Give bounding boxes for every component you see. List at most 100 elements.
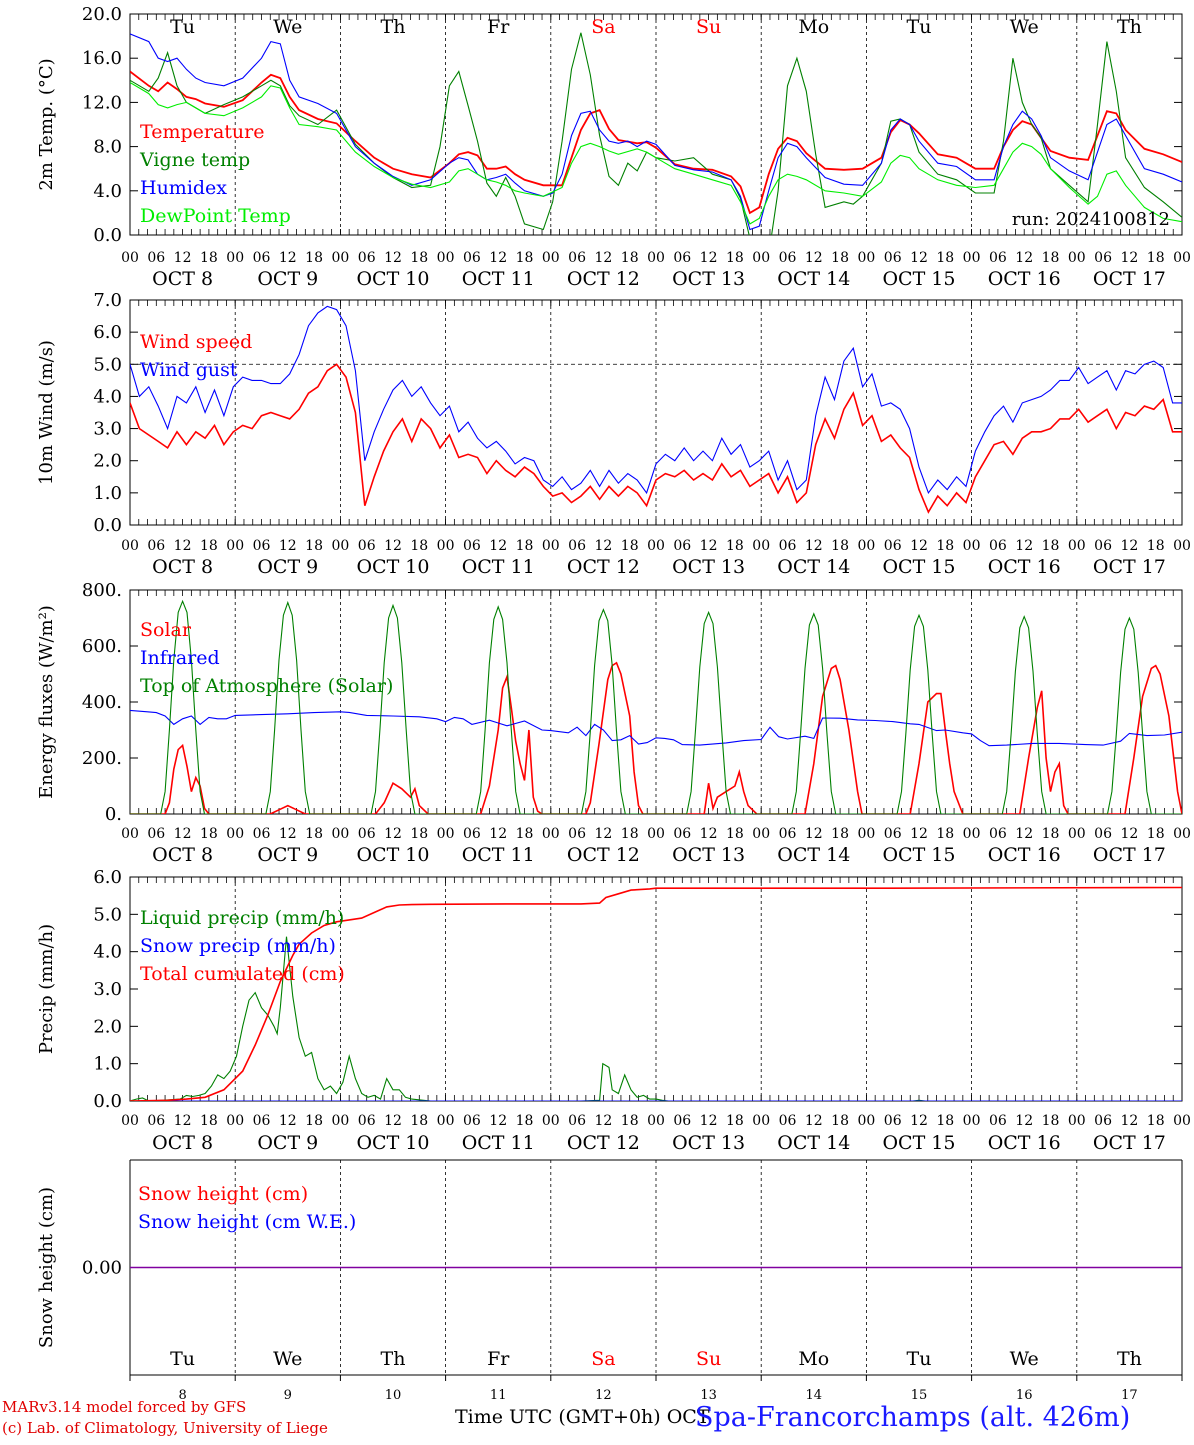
energy-hour-label: 18 [831,826,849,842]
run-annotation: run: 2024100812 [1012,209,1170,230]
precip-hour-label: 00 [542,1113,560,1129]
energy-date-label: OCT 15 [882,844,955,866]
precip-date-label: OCT 9 [257,1132,318,1154]
temperature-date-label: OCT 14 [777,268,850,290]
temperature-date-label: OCT 13 [672,268,745,290]
wind-hour-label: 12 [489,538,507,554]
energy-series-top-of-atmosphere-solar [130,599,1182,814]
energy-hour-label: 12 [279,826,297,842]
energy-fluxes-panel: 800. 600. 400. 200. 0. Energy fluxes (W/m²) 00… [36,580,1191,866]
precip-hour-label: 12 [594,1113,612,1129]
energy-date-label: OCT 12 [567,844,640,866]
temperature-ytick-label: 16.0 [82,48,122,69]
temperature-hour-label: 06 [358,250,376,266]
temperature-hour-label: 06 [779,250,797,266]
temperature-hour-label: 12 [700,250,718,266]
energy-hour-label: 12 [910,826,928,842]
temperature-yaxis-label: 2m Temp. (°C) [36,58,57,190]
temperature-weekday-label: Th [381,16,406,38]
wind-legend-entry: Wind gust [140,359,238,381]
temperature-hour-label: 12 [174,250,192,266]
temperature-series-dewpoint-temp [130,82,1182,225]
wind-date-label: OCT 14 [777,556,850,578]
precip-date-label: OCT 14 [777,1132,850,1154]
wind-ytick-label: 0.0 [93,515,122,536]
energy-hour-label: 12 [1120,826,1138,842]
precip-hour-label: 06 [568,1113,586,1129]
energy-hour-label: 18 [726,826,744,842]
energy-date-label: OCT 10 [356,844,429,866]
temperature-series-temperature [130,70,1182,215]
precip-hour-label: 12 [1015,1113,1033,1129]
temperature-weekday-label: Fr [487,16,510,38]
temperature-ytick-label: 20.0 [82,4,122,25]
snow-day-number: 12 [595,1388,612,1403]
precip-hour-label: 12 [700,1113,718,1129]
wind-hour-label: 00 [857,538,875,554]
temperature-hour-label: 12 [805,250,823,266]
wind-hour-label: 00 [647,538,665,554]
wind-series-wind-gust [130,305,1182,495]
precip-hour-label: 06 [358,1113,376,1129]
precip-hour-label: 06 [673,1113,691,1129]
temperature-date-label: OCT 12 [567,268,640,290]
wind-hour-label: 18 [305,538,323,554]
wind-ytick-label: 5.0 [93,354,122,375]
precip-hour-label: 18 [1147,1113,1165,1129]
station-name: Spa-Francorchamps (alt. 426m) [695,1402,1131,1433]
precip-series-liquid-precip-mm-h [130,936,1182,1101]
temperature-hour-label: 12 [384,250,402,266]
precip-ytick-label: 1.0 [93,1054,122,1075]
energy-hour-label: 18 [1042,826,1060,842]
energy-series-solar [130,661,1182,814]
precip-hour-label: 00 [121,1113,139,1129]
wind-legend-entry: Wind speed [140,331,252,353]
snow-weekday-label: Tu [907,1348,932,1370]
temperature-hour-label: 00 [331,250,349,266]
wind-date-label: OCT 9 [257,556,318,578]
precip-hour-label: 18 [1042,1113,1060,1129]
temperature-hour-label: 06 [568,250,586,266]
energy-hour-label: 18 [410,826,428,842]
wind-hour-label: 12 [174,538,192,554]
wind-hour-label: 00 [331,538,349,554]
precip-hour-label: 06 [989,1113,1007,1129]
wind-hour-label: 06 [673,538,691,554]
energy-hour-label: 12 [700,826,718,842]
temperature-weekday-label: Mo [798,16,829,38]
temperature-date-label: OCT 8 [152,268,213,290]
temperature-legend-entry: Temperature [140,121,264,143]
precip-hour-label: 00 [1068,1113,1086,1129]
temperature-hour-label: 12 [279,250,297,266]
precip-date-label: OCT 11 [462,1132,535,1154]
wind-hour-label: 00 [542,538,560,554]
wind-hour-label: 18 [1147,538,1165,554]
snow-day-number: 10 [385,1388,402,1403]
energy-hour-label: 00 [963,826,981,842]
precip-ytick-label: 5.0 [93,904,122,925]
precip-date-label: OCT 10 [356,1132,429,1154]
temperature-weekday-label: Th [1117,16,1142,38]
precip-ytick-label: 0.0 [93,1091,122,1112]
precip-date-label: OCT 16 [988,1132,1061,1154]
precipitation-panel: 6.0 5.0 4.0 3.0 2.0 1.0 0.0 Precip (mm/h) 00 06 12… [36,867,1191,1154]
snow-weekday-label: Th [1117,1348,1142,1370]
precip-hour-label: 18 [410,1113,428,1129]
precip-hour-label: 06 [779,1113,797,1129]
wind-hour-label: 00 [437,538,455,554]
temperature-hour-label: 06 [989,250,1007,266]
temperature-hour-label: 12 [489,250,507,266]
energy-date-label: OCT 8 [152,844,213,866]
model-credit: MARv3.14 model forced by GFS [2,1398,247,1416]
temperature-hour-label: 18 [726,250,744,266]
wind-hour-label: 00 [752,538,770,554]
wind-hour-label: 12 [1015,538,1033,554]
temperature-date-label: OCT 17 [1093,268,1166,290]
energy-hour-label: 18 [621,826,639,842]
wind-hour-label: 06 [253,538,271,554]
precip-legend-entry: Total cumulated (cm) [140,963,345,985]
energy-hour-label: 12 [489,826,507,842]
energy-hour-label: 18 [305,826,323,842]
precip-hour-label: 06 [463,1113,481,1129]
precip-date-label: OCT 15 [882,1132,955,1154]
